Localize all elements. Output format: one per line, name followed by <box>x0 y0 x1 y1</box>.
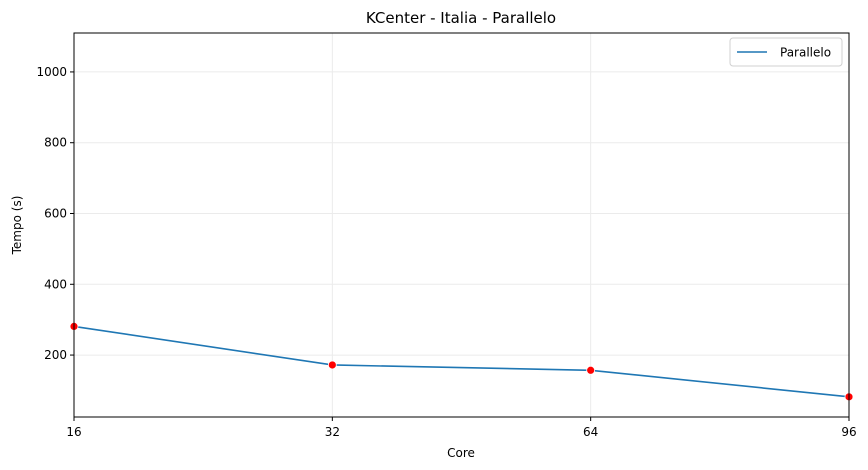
y-tick-label: 400 <box>44 277 67 291</box>
series-line <box>73 325 850 398</box>
data-point <box>327 360 337 370</box>
x-axis-label: Core <box>447 446 475 460</box>
y-tick-label: 600 <box>44 206 67 220</box>
y-tick-label: 800 <box>44 136 67 150</box>
x-axis-ticks: 16 32 64 96 <box>66 417 857 439</box>
chart-title: KCenter - Italia - Parallelo <box>366 9 556 27</box>
legend: Parallelo <box>729 37 843 67</box>
series-layer <box>69 321 854 402</box>
y-tick-label: 1000 <box>36 65 67 79</box>
gridlines <box>73 33 850 417</box>
y-axis-ticks: 200 400 600 800 1000 <box>36 65 74 362</box>
plot-frame <box>73 32 850 418</box>
x-tick-label: 96 <box>841 425 856 439</box>
y-tick-label: 200 <box>44 348 67 362</box>
legend-label: Parallelo <box>780 46 831 60</box>
data-point <box>586 365 596 375</box>
y-axis-label: Tempo (s) <box>10 196 24 256</box>
x-tick-label: 64 <box>583 425 598 439</box>
x-tick-label: 16 <box>66 425 81 439</box>
x-tick-label: 32 <box>325 425 340 439</box>
legend-box <box>729 37 843 67</box>
